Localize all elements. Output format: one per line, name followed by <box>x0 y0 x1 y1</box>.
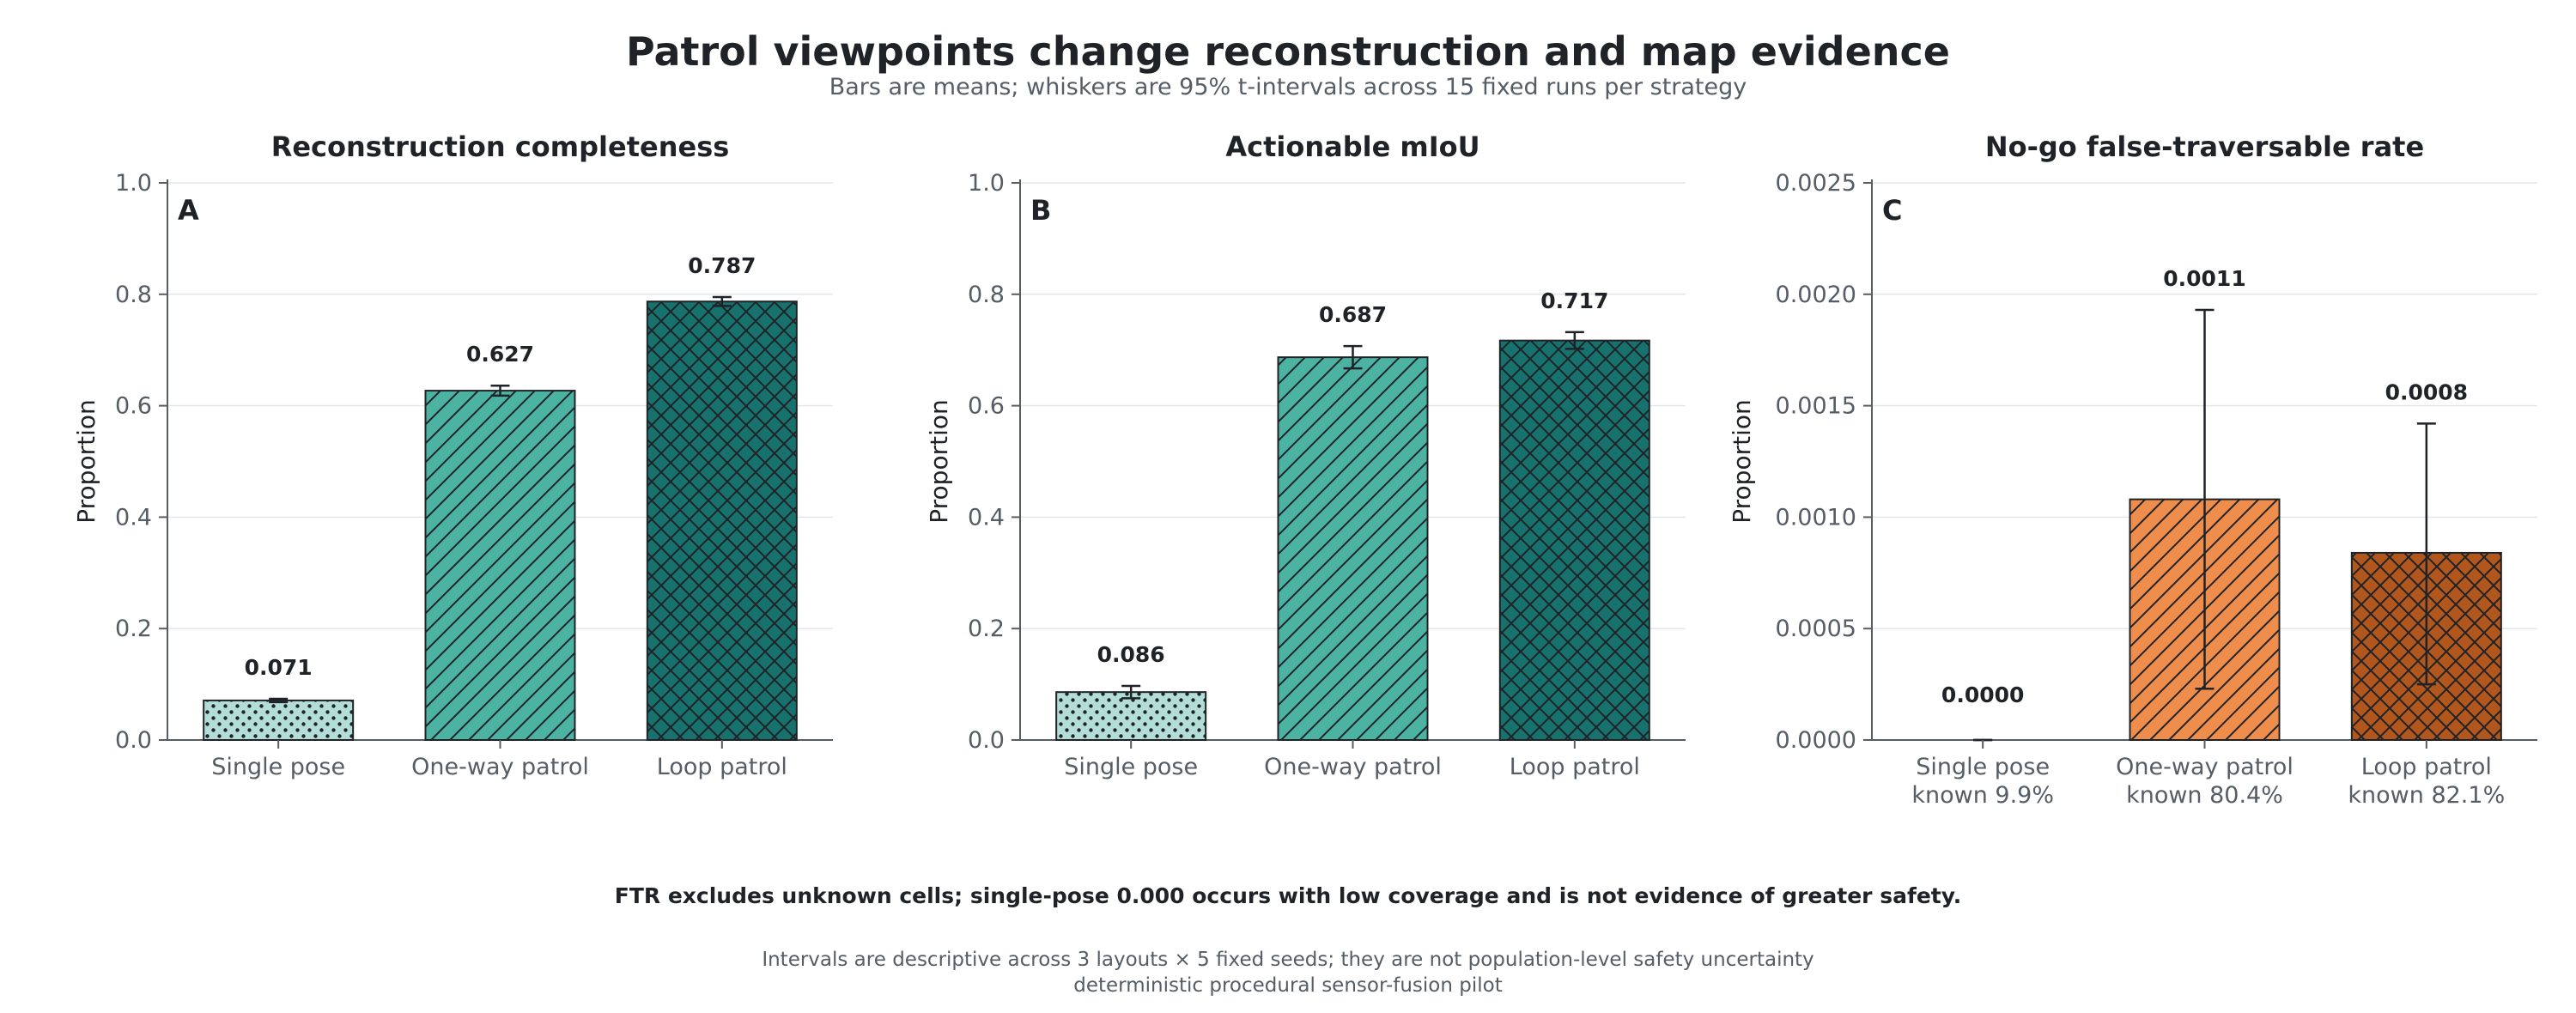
y-tick-label: 0.0000 <box>1776 727 1856 754</box>
ftr-note: FTR excludes unknown cells; single-pose … <box>615 883 1961 908</box>
panel-letter: B <box>1030 194 1051 227</box>
x-tick-label: One-way patrol <box>2116 754 2293 780</box>
x-tick-label: known 82.1% <box>2348 782 2505 809</box>
y-tick-label: 0.0010 <box>1776 504 1856 531</box>
panel-title: Actionable mIoU <box>1225 130 1479 163</box>
bar-hatch <box>1277 356 1429 741</box>
x-tick-label: One-way patrol <box>411 754 589 780</box>
y-axis-label: Proportion <box>1728 399 1756 523</box>
value-label: 0.687 <box>1319 302 1387 327</box>
y-tick-label: 0.0 <box>115 727 152 754</box>
value-label: 0.0008 <box>2385 379 2468 404</box>
y-tick-label: 0.8 <box>115 282 152 308</box>
panel-title: Reconstruction completeness <box>271 130 730 163</box>
y-axis-label: Proportion <box>72 399 100 523</box>
value-label: 0.0011 <box>2163 266 2245 291</box>
panel-letter: C <box>1882 194 1902 227</box>
x-tick-label: Loop patrol <box>657 754 787 780</box>
x-tick-label: Single pose <box>1064 754 1198 780</box>
bar-hatch <box>646 300 798 741</box>
value-label: 0.071 <box>245 655 313 680</box>
x-tick-label: Loop patrol <box>2361 754 2492 780</box>
value-label: 0.717 <box>1540 288 1608 313</box>
bar-hatch <box>203 699 355 742</box>
y-tick-label: 0.6 <box>115 393 152 420</box>
x-tick-label: Single pose <box>211 754 345 780</box>
x-tick-label: Loop patrol <box>1510 754 1640 780</box>
x-tick-label: Single pose <box>1916 754 2050 780</box>
y-tick-label: 0.8 <box>968 282 1005 308</box>
panel-A: Reconstruction completeness 0.0 0.2 0.4 0.6 0… <box>72 130 833 780</box>
y-tick-label: 1.0 <box>115 170 152 197</box>
value-label: 0.0000 <box>1941 682 2024 707</box>
interval-note: Intervals are descriptive across 3 layou… <box>762 949 1814 971</box>
y-tick-label: 0.4 <box>115 504 152 531</box>
bar-hatch <box>1498 339 1650 741</box>
x-tick-label: known 9.9% <box>1911 782 2054 809</box>
y-tick-label: 0.0020 <box>1776 282 1856 308</box>
chart-panels: Reconstruction completeness 0.0 0.2 0.4 0.6 0… <box>72 130 2537 809</box>
y-tick-label: 0.4 <box>968 504 1005 531</box>
y-tick-label: 0.2 <box>115 616 152 642</box>
panel-title: No-go false-traversable rate <box>1985 130 2424 163</box>
panel-C: No-go false-traversable rate 0.0000 0.0005… <box>1728 130 2537 809</box>
bar-hatch <box>424 390 576 741</box>
value-label: 0.787 <box>688 253 756 278</box>
figure-title: Patrol viewpoints change reconstruction … <box>626 28 1950 75</box>
value-label: 0.627 <box>466 342 534 367</box>
figure-subtitle: Bars are means; whiskers are 95% t-inter… <box>829 74 1747 100</box>
y-tick-label: 1.0 <box>968 170 1005 197</box>
pilot-note: deterministic procedural sensor-fusion p… <box>1073 974 1502 997</box>
y-tick-label: 0.2 <box>968 616 1005 642</box>
panel-letter: A <box>178 194 199 227</box>
y-tick-label: 0.0025 <box>1776 170 1856 197</box>
y-tick-label: 0.0005 <box>1776 616 1856 642</box>
panel-B: Actionable mIoU 0.0 0.2 0.4 0.6 0.8 1.0 Proport… <box>925 130 1686 780</box>
x-tick-label: One-way patrol <box>1264 754 1442 780</box>
x-tick-label: known 80.4% <box>2126 782 2283 809</box>
y-tick-label: 0.0015 <box>1776 393 1856 420</box>
y-axis-label: Proportion <box>925 399 953 523</box>
value-label: 0.086 <box>1097 642 1165 667</box>
y-tick-label: 0.0 <box>968 727 1005 754</box>
y-tick-label: 0.6 <box>968 393 1005 420</box>
